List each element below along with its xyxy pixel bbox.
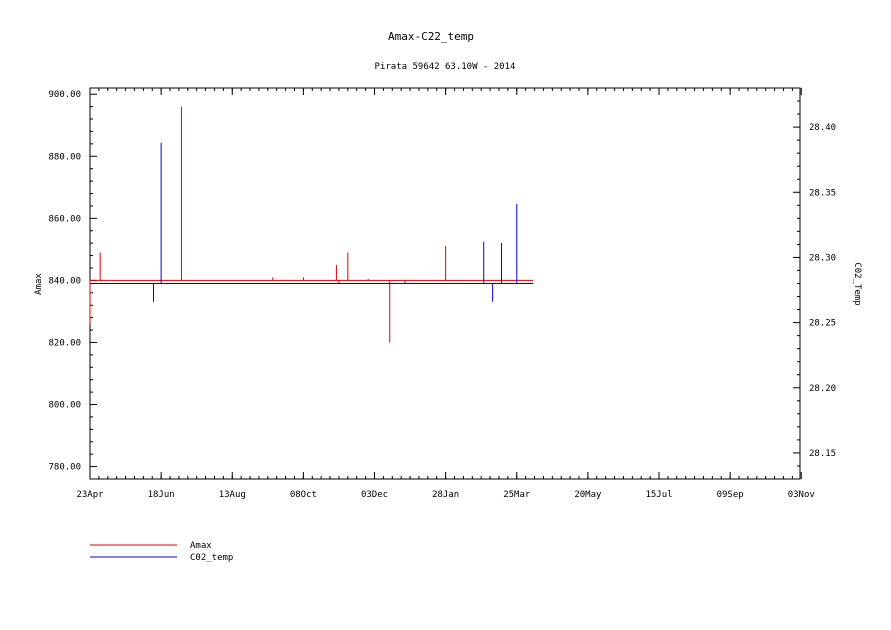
x-tick-label: 18Jun bbox=[148, 490, 175, 500]
right-tick-label: 28.30 bbox=[809, 253, 836, 263]
right-tick-label: 28.15 bbox=[809, 449, 836, 459]
right-tick-label: 28.20 bbox=[809, 384, 836, 394]
right-tick-label: 28.25 bbox=[809, 319, 836, 329]
legend: Amax C02_temp bbox=[90, 541, 233, 563]
x-tick-label: 13Aug bbox=[219, 490, 246, 500]
legend-label-amax: Amax bbox=[190, 541, 212, 551]
x-axis-minor-ticks bbox=[89, 88, 793, 479]
left-tick-label: 860.00 bbox=[48, 214, 81, 224]
series-layer bbox=[89, 106, 534, 343]
x-tick-label: 25Mar bbox=[503, 490, 531, 500]
x-axis: 23Apr 18Jun 13Aug 08Oct 03Dec 28Jan 25Mar 20May… bbox=[76, 88, 815, 500]
left-tick-label: 840.00 bbox=[48, 276, 81, 286]
chart-title: Amax-C22_temp bbox=[388, 30, 474, 43]
x-tick-label: 28Jan bbox=[432, 490, 459, 500]
right-tick-label: 28.35 bbox=[809, 188, 836, 198]
right-axis-label: C02_Temp bbox=[852, 262, 862, 305]
legend-label-c02-temp: C02_temp bbox=[190, 553, 233, 563]
x-tick-label: 15Jul bbox=[645, 490, 672, 500]
left-tick-label: 780.00 bbox=[48, 463, 81, 473]
x-tick-label: 23Apr bbox=[76, 490, 104, 500]
left-tick-label: 900.00 bbox=[48, 90, 81, 100]
left-axis-label: Amax bbox=[34, 273, 44, 295]
x-tick-label: 03Nov bbox=[788, 490, 815, 500]
x-tick-label: 08Oct bbox=[290, 490, 317, 500]
x-tick-label: 20May bbox=[574, 490, 602, 500]
right-axis: 28.15 28.20 28.25 28.30 28.35 28.40 bbox=[793, 87, 836, 480]
left-tick-label: 820.00 bbox=[48, 338, 81, 348]
right-tick-label: 28.40 bbox=[809, 123, 836, 133]
chart-subtitle: Pirata 59642 63.10W - 2014 bbox=[375, 62, 516, 72]
x-tick-label: 09Sep bbox=[717, 490, 744, 500]
left-tick-label: 880.00 bbox=[48, 152, 81, 162]
left-tick-label: 800.00 bbox=[48, 401, 81, 411]
x-tick-label: 03Dec bbox=[361, 490, 388, 500]
